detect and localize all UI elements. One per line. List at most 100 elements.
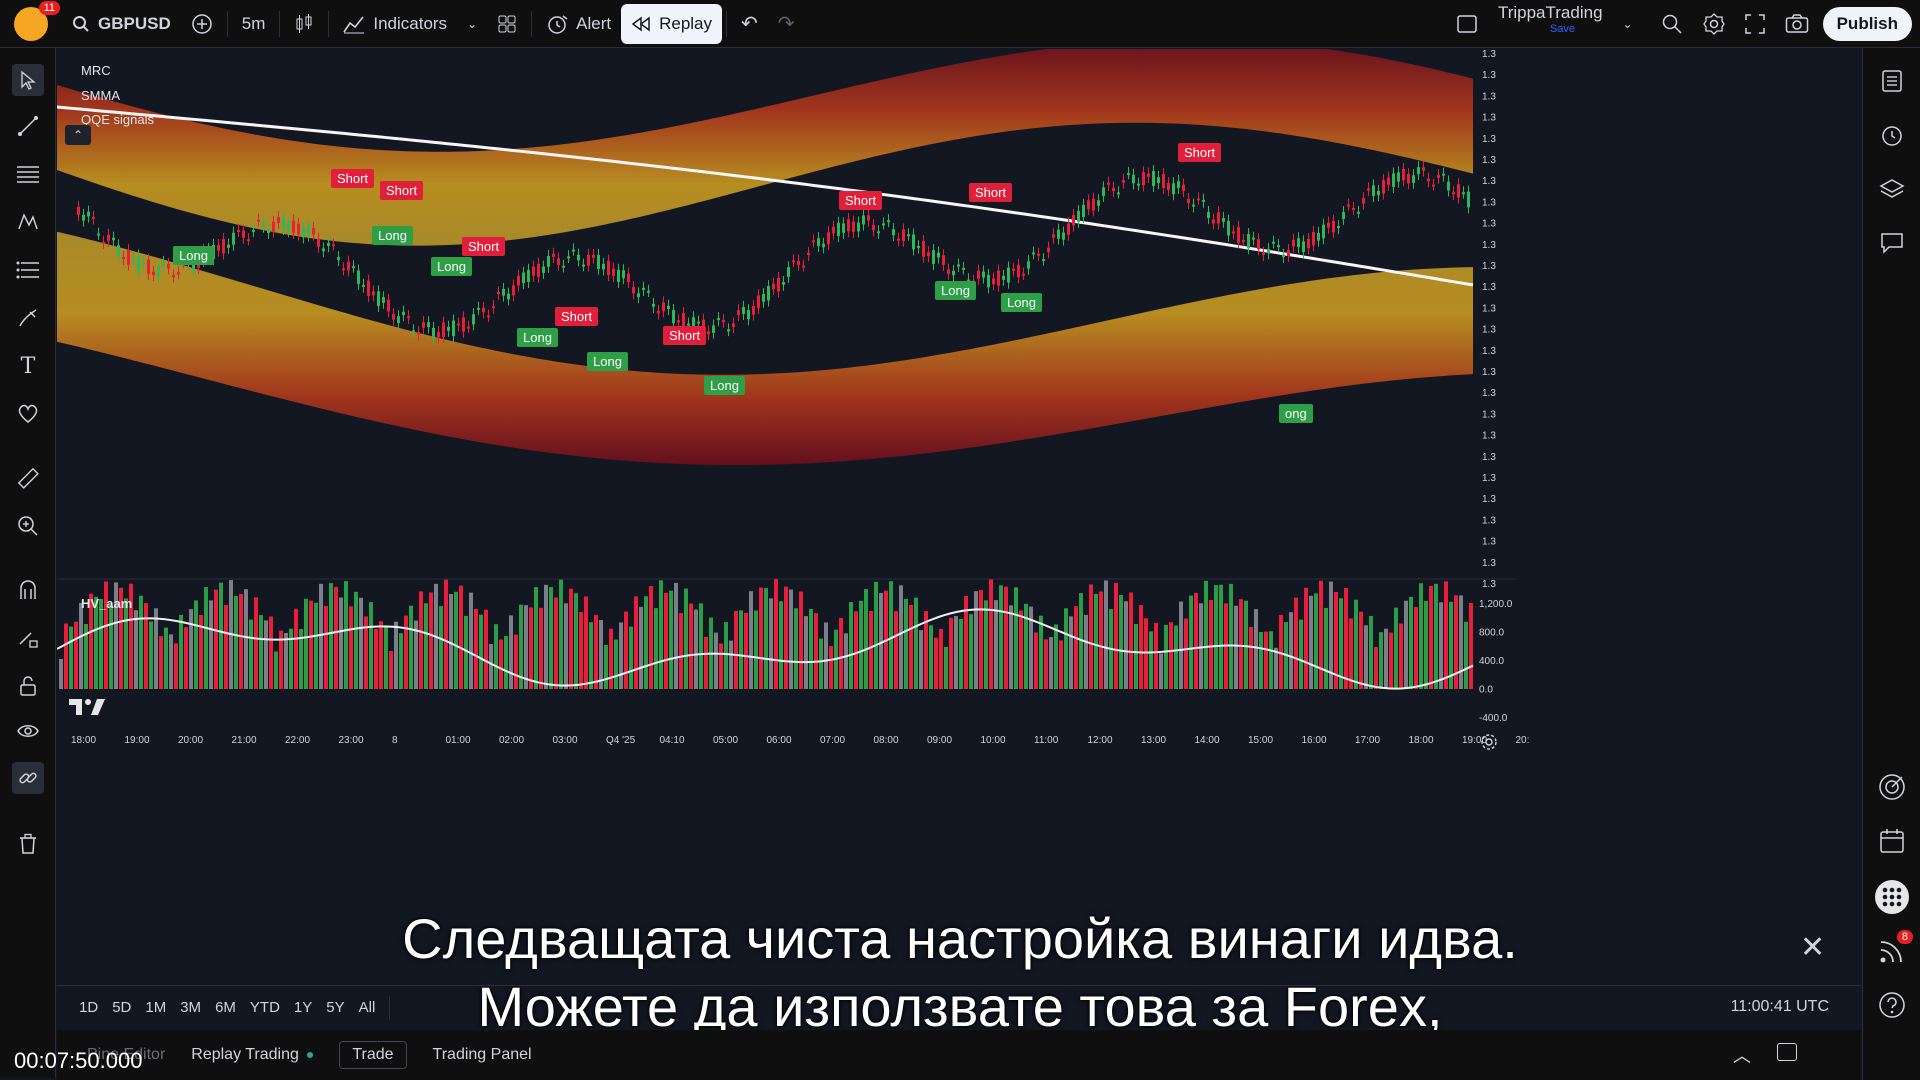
oscillator-tick: 400.0 [1479, 656, 1504, 667]
lock-tool[interactable] [12, 670, 44, 702]
chevron-up-icon[interactable]: ︿ [1733, 1046, 1751, 1066]
chats-button[interactable] [1875, 226, 1909, 260]
calendar-button[interactable] [1875, 824, 1909, 858]
candle-body [1072, 215, 1075, 226]
oscillator-bar [194, 600, 198, 689]
user-avatar[interactable]: 11 [14, 0, 60, 41]
watchlist-button[interactable] [1875, 64, 1909, 98]
oscillator-bar [1289, 612, 1293, 689]
redo-button[interactable]: ↷ [768, 4, 805, 44]
oscillator-bar [204, 587, 208, 689]
trendline-tool[interactable] [12, 110, 44, 142]
snapshot-button[interactable] [1775, 4, 1819, 44]
feed-badge: 8 [1896, 930, 1913, 944]
candle-body [1442, 173, 1445, 176]
replay-button[interactable]: Replay [621, 3, 723, 44]
alerts-panel-button[interactable] [1875, 118, 1909, 152]
range-1d[interactable]: 1D [79, 999, 99, 1016]
range-1y[interactable]: 1Y [293, 999, 313, 1016]
collapse-legend-button[interactable]: ⌃ [65, 125, 91, 145]
lock-drawing-edit-tool[interactable] [12, 622, 44, 654]
measure-tool[interactable] [12, 462, 44, 494]
signal-short: Short [1178, 143, 1222, 162]
candle-body [677, 320, 680, 323]
fib-tool[interactable] [12, 158, 44, 190]
range-5d[interactable]: 5D [112, 999, 132, 1016]
visibility-tool[interactable] [12, 716, 44, 748]
range-3m[interactable]: 3M [180, 999, 202, 1016]
tab-trade[interactable]: Trade [339, 1041, 407, 1069]
layouts-button[interactable] [487, 4, 527, 44]
oscillator-bar [84, 623, 88, 689]
range-all[interactable]: All [358, 999, 376, 1016]
utc-clock[interactable]: 11:00:41 UTC [1730, 998, 1829, 1015]
help-button[interactable] [1875, 988, 1909, 1022]
oscillator-bar [1144, 618, 1148, 689]
symbol-search[interactable]: GBPUSD [62, 4, 181, 44]
news-feed-button[interactable]: 8 [1875, 930, 1913, 968]
publish-button[interactable]: Publish [1822, 6, 1912, 41]
legend-smma[interactable]: SMMA [81, 88, 120, 103]
chart-settings-button[interactable] [1479, 732, 1505, 752]
remove-drawings-tool[interactable] [12, 828, 44, 860]
candle-body [1457, 184, 1460, 198]
magnet-tool[interactable] [12, 574, 44, 606]
candle-body [907, 234, 910, 237]
price-chart[interactable]: 1.3 1.3 1.3 1.3 1.3 1.3 1.3 1.3 1.3 1.3 1.3 1.3 1.3 1… [57, 49, 1861, 919]
maximize-icon[interactable] [1777, 1043, 1797, 1061]
account-dropdown[interactable]: ⌄ [1613, 4, 1643, 44]
candle-body [482, 307, 485, 313]
candle-body [1152, 170, 1155, 186]
legend-qqe[interactable]: QQE signals [81, 112, 154, 127]
tab-pine-editor[interactable]: Pine Editor [87, 1046, 166, 1063]
range-ytd[interactable]: YTD [249, 999, 280, 1016]
products-button[interactable] [1875, 880, 1909, 914]
candle-body [297, 223, 300, 235]
undo-button[interactable]: ↶ [731, 4, 768, 44]
pattern-icon [18, 213, 38, 230]
pattern-tool[interactable] [12, 206, 44, 238]
fullscreen-button[interactable] [1735, 4, 1775, 44]
oscillator-bar [459, 585, 463, 689]
oscillator-bar [784, 586, 788, 689]
oscillator-bar [804, 616, 808, 689]
indicators-button[interactable]: Indicators ⌄ [333, 4, 487, 44]
settings-button[interactable] [1693, 4, 1735, 44]
account-save-label: Save [1549, 22, 1576, 35]
oscillator-label[interactable]: HV_aam [81, 596, 133, 611]
range-6m[interactable]: 6M [215, 999, 236, 1016]
cursor-tool[interactable] [12, 64, 44, 96]
legend-mrc[interactable]: MRC [81, 63, 111, 78]
brush-tool[interactable] [12, 302, 44, 334]
alert-button[interactable]: Alert [536, 4, 621, 44]
forecast-tool[interactable] [12, 254, 44, 286]
zoom-in-tool[interactable] [12, 510, 44, 542]
text-tool[interactable]: T [12, 350, 44, 382]
compare-symbol-button[interactable] [181, 4, 223, 44]
tab-trading-panel[interactable]: Trading Panel [432, 1046, 532, 1063]
range-1m[interactable]: 1M [145, 999, 167, 1016]
candle-body [1447, 181, 1450, 191]
oscillator-bar [1309, 595, 1313, 689]
chart-type-button[interactable] [284, 4, 324, 44]
chart-pane[interactable]: 1.3 1.3 1.3 1.3 1.3 1.3 1.3 1.3 1.3 1.3 1.3 1.3 1.3 1… [57, 49, 1861, 919]
favorites-tool[interactable] [12, 398, 44, 430]
candle-body [172, 275, 175, 278]
close-icon[interactable]: ✕ [1800, 931, 1826, 964]
candle-body [977, 270, 980, 279]
signal-long: Long [935, 281, 976, 300]
account-menu[interactable]: TrippaTrading Save [1488, 4, 1613, 44]
tab-replay-trading[interactable]: Replay Trading [191, 1046, 314, 1064]
layout-toggle-button[interactable] [1446, 4, 1488, 44]
interval-button[interactable]: 5m [241, 13, 266, 33]
candle-body [707, 331, 710, 335]
object-tree-button[interactable] [1875, 172, 1909, 206]
target-button[interactable] [1875, 770, 1909, 804]
quick-search-button[interactable] [1651, 4, 1693, 44]
video-timestamp: 00:07:50.000 [14, 1048, 143, 1073]
range-5y[interactable]: 5Y [326, 999, 345, 1016]
oscillator-bar [1009, 605, 1013, 689]
sync-drawings-tool[interactable] [12, 762, 44, 794]
cursor-icon [21, 70, 36, 90]
oscillator-bar [149, 621, 153, 689]
